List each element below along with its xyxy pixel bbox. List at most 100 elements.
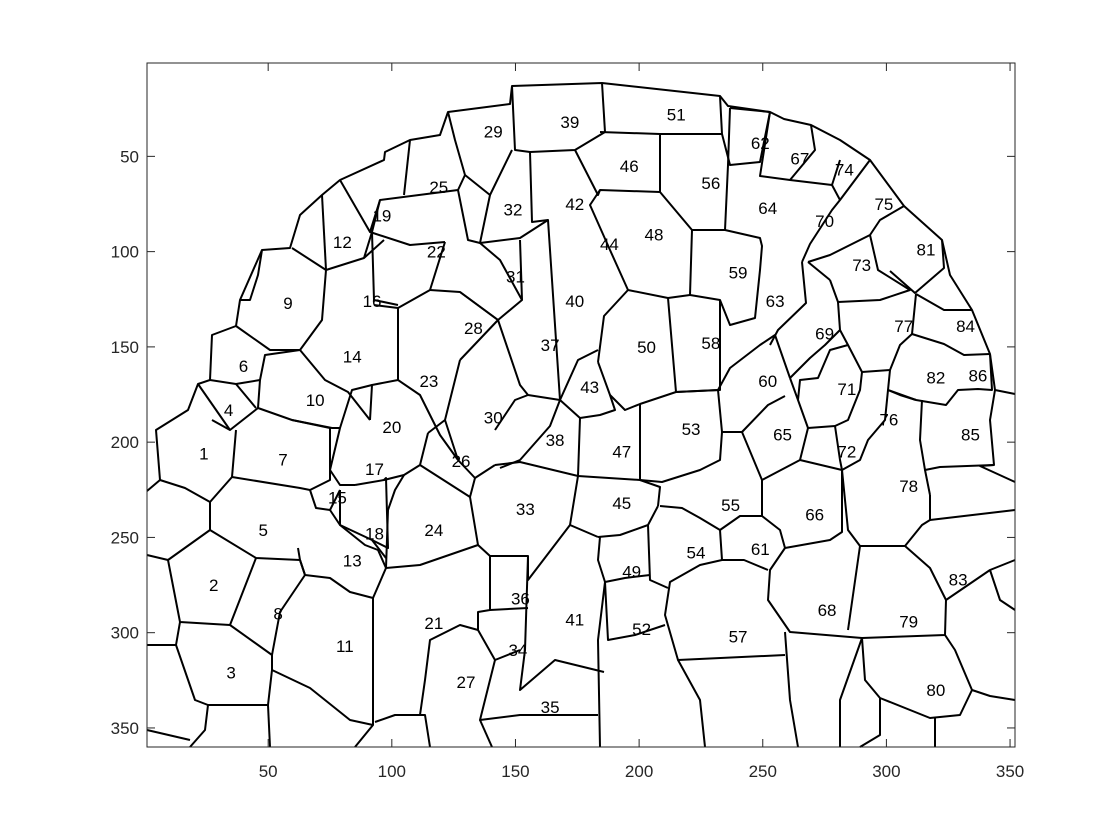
y-tick-label: 350 [111, 719, 139, 738]
cell-label-8: 8 [273, 605, 282, 624]
cell-label-39: 39 [560, 113, 579, 132]
cell-label-45: 45 [612, 494, 631, 513]
cell-labels: 1234567891011121314151617181920212223242… [199, 105, 987, 717]
x-tick-label: 150 [501, 762, 529, 781]
cell-label-42: 42 [565, 195, 584, 214]
cell-label-60: 60 [758, 372, 777, 391]
cell-label-25: 25 [429, 178, 448, 197]
cell-label-6: 6 [239, 357, 248, 376]
x-tick-label: 200 [625, 762, 653, 781]
cell-label-12: 12 [333, 233, 352, 252]
cell-label-1: 1 [199, 445, 208, 464]
cell-label-51: 51 [667, 105, 686, 124]
cell-label-17: 17 [365, 460, 384, 479]
cell-label-86: 86 [968, 366, 987, 385]
x-tick-label: 50 [259, 762, 278, 781]
cell-label-80: 80 [926, 681, 945, 700]
cell-label-15: 15 [328, 488, 347, 507]
y-tick-label: 50 [120, 147, 139, 166]
cell-label-29: 29 [484, 123, 503, 142]
cell-label-78: 78 [899, 477, 918, 496]
cell-label-38: 38 [546, 431, 565, 450]
cell-label-43: 43 [580, 378, 599, 397]
y-tick-label: 200 [111, 433, 139, 452]
cell-label-66: 66 [805, 506, 824, 525]
cell-label-73: 73 [852, 256, 871, 275]
cell-label-85: 85 [961, 426, 980, 445]
cell-label-82: 82 [926, 368, 945, 387]
y-tick-label: 100 [111, 243, 139, 262]
cell-label-5: 5 [258, 521, 267, 540]
cell-label-23: 23 [419, 372, 438, 391]
cell-label-26: 26 [452, 452, 471, 471]
cell-label-21: 21 [424, 614, 443, 633]
cell-label-10: 10 [306, 391, 325, 410]
cell-label-16: 16 [363, 292, 382, 311]
plot-area: 1234567891011121314151617181920212223242… [146, 63, 1016, 748]
cell-label-74: 74 [835, 161, 854, 180]
cell-label-30: 30 [484, 408, 503, 427]
cell-label-83: 83 [949, 570, 968, 589]
x-tick-label: 100 [378, 762, 406, 781]
cell-label-59: 59 [729, 264, 748, 283]
cell-label-13: 13 [343, 551, 362, 570]
cell-label-61: 61 [751, 540, 770, 559]
cell-label-56: 56 [701, 174, 720, 193]
cell-label-48: 48 [644, 225, 663, 244]
cell-label-81: 81 [917, 241, 936, 260]
x-tick-label: 350 [996, 762, 1024, 781]
cell-label-9: 9 [283, 294, 292, 313]
cell-label-71: 71 [837, 380, 856, 399]
cell-label-20: 20 [382, 418, 401, 437]
cell-label-36: 36 [511, 589, 530, 608]
cell-label-69: 69 [815, 325, 834, 344]
cell-label-76: 76 [879, 410, 898, 429]
cell-label-64: 64 [758, 199, 777, 218]
cell-label-11: 11 [336, 637, 354, 656]
y-tick-label: 150 [111, 338, 139, 357]
cell-label-24: 24 [424, 521, 443, 540]
y-tick-label: 250 [111, 528, 139, 547]
cell-label-7: 7 [278, 450, 287, 469]
cell-label-44: 44 [600, 235, 619, 254]
cell-label-70: 70 [815, 212, 834, 231]
cell-label-52: 52 [632, 620, 651, 639]
cell-label-75: 75 [874, 195, 893, 214]
cell-label-65: 65 [773, 426, 792, 445]
cell-label-77: 77 [894, 317, 913, 336]
cell-label-35: 35 [541, 698, 560, 717]
cell-label-72: 72 [837, 443, 856, 462]
cell-label-84: 84 [956, 317, 975, 336]
axes-box [146, 62, 1016, 748]
x-axis-ticks: 50 100 150 200 250 300 350 [259, 63, 1024, 781]
cell-label-32: 32 [504, 201, 523, 220]
cell-label-40: 40 [565, 292, 584, 311]
cell-label-50: 50 [637, 338, 656, 357]
cell-label-31: 31 [506, 267, 525, 286]
cell-label-19: 19 [372, 206, 391, 225]
cell-label-18: 18 [365, 525, 384, 544]
cell-label-27: 27 [457, 673, 476, 692]
cell-label-67: 67 [790, 149, 809, 168]
cell-label-54: 54 [687, 544, 706, 563]
cell-label-41: 41 [565, 610, 584, 629]
cell-label-58: 58 [701, 334, 720, 353]
cell-label-46: 46 [620, 157, 639, 176]
cell-label-34: 34 [508, 641, 527, 660]
cell-boundaries [146, 82, 1016, 748]
cell-label-37: 37 [541, 336, 560, 355]
cell-label-62: 62 [751, 134, 770, 153]
cell-label-68: 68 [818, 601, 837, 620]
cell-label-3: 3 [226, 664, 235, 683]
cell-label-79: 79 [899, 612, 918, 631]
cell-label-14: 14 [343, 347, 362, 366]
x-tick-label: 250 [749, 762, 777, 781]
cell-label-63: 63 [766, 292, 785, 311]
cell-label-49: 49 [622, 563, 641, 582]
cell-label-55: 55 [721, 496, 740, 515]
cell-label-33: 33 [516, 500, 535, 519]
cell-label-47: 47 [612, 443, 631, 462]
cell-label-4: 4 [224, 401, 233, 420]
